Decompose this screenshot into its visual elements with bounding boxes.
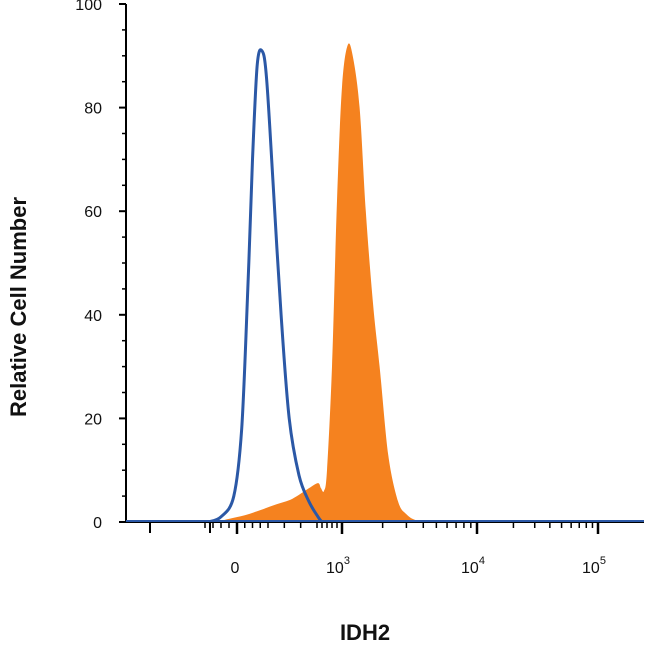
x-tick-label: 0 (231, 560, 240, 577)
x-tick-label: 103 (326, 555, 350, 577)
y-tick-label: 100 (75, 0, 102, 14)
y-tick-label: 0 (93, 515, 102, 532)
y-axis-title: Relative Cell Number (6, 197, 31, 418)
y-tick-label: 80 (84, 101, 102, 118)
y-tick-label: 60 (84, 204, 102, 221)
y-tick-label: 20 (84, 411, 102, 428)
x-tick-label: 105 (582, 555, 606, 577)
x-axis-title: IDH2 (340, 620, 390, 645)
x-tick-label: 104 (461, 555, 485, 577)
histogram-filled-series (216, 43, 437, 522)
plot-area (207, 43, 437, 524)
y-tick-label: 40 (84, 308, 102, 325)
histogram-outline-series (207, 48, 324, 524)
tick-labels: 0 20 40 60 80 100 0 103 104 105 (75, 0, 606, 577)
axes (119, 3, 644, 534)
